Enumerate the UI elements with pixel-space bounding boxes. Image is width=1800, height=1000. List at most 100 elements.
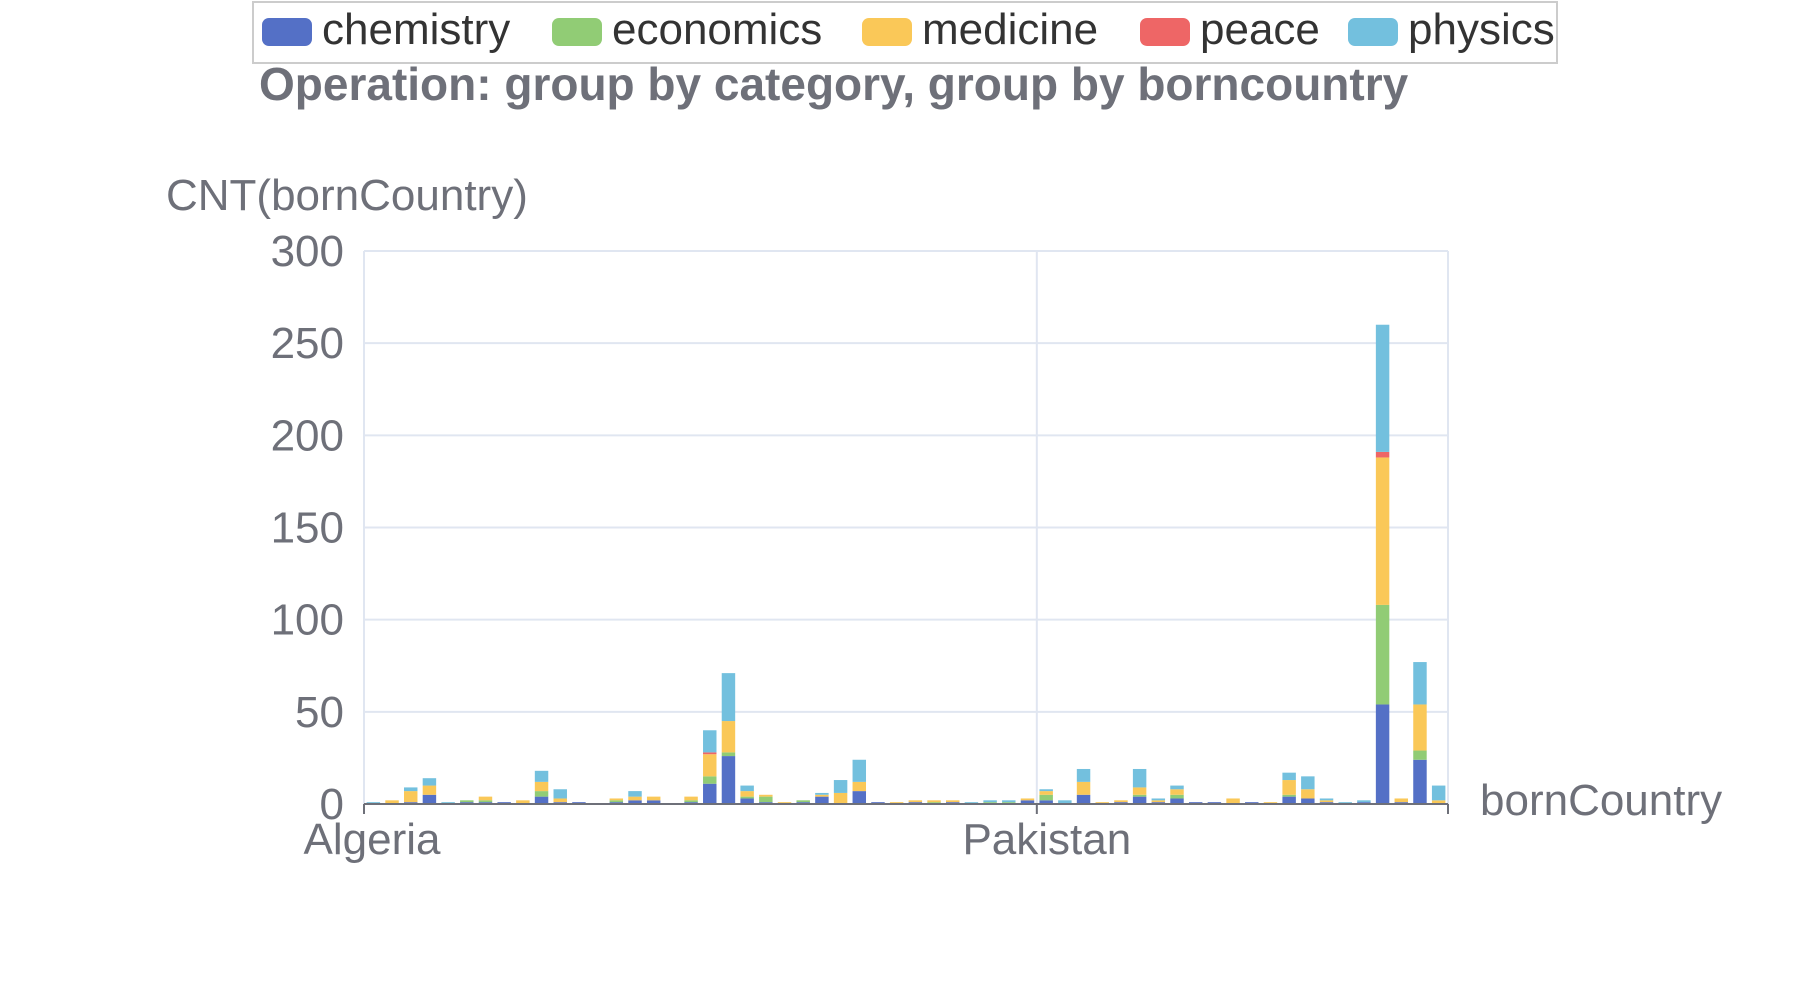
- bar-segment-medicine: [1375, 457, 1390, 605]
- bar-segment-medicine: [553, 798, 567, 803]
- bar-segment-medicine: [1039, 791, 1053, 795]
- bar-segment-economics: [478, 800, 493, 803]
- bar-segment-chemistry: [534, 796, 549, 804]
- bar-segment-medicine: [1170, 789, 1184, 795]
- bar-segment-economics: [1170, 794, 1184, 799]
- bar-segment-medicine: [852, 781, 867, 792]
- bar-segment-medicine: [684, 796, 698, 801]
- bar-segment-chemistry: [1132, 796, 1147, 804]
- y-tick-label: 0: [320, 780, 344, 829]
- legend-label-physics[interactable]: physics: [1408, 5, 1555, 54]
- bar-segment-physics: [1058, 800, 1072, 804]
- bar-segment-medicine: [628, 796, 642, 801]
- legend-swatch-chemistry[interactable]: [262, 18, 312, 46]
- bar-segment-chemistry: [1039, 800, 1053, 804]
- x-tick-label: Pakistan: [962, 815, 1131, 864]
- bar-segment-medicine: [609, 798, 624, 801]
- bar-segment-physics: [534, 770, 549, 782]
- bar-segment-physics: [1413, 662, 1427, 705]
- bar-segment-physics: [422, 778, 437, 786]
- bar-segment-physics: [1431, 785, 1446, 801]
- grid-lines: [363, 250, 1449, 804]
- bar-segment-economics: [1039, 794, 1053, 801]
- bar-segment-economics: [1375, 604, 1390, 705]
- bar-segment-physics: [404, 787, 418, 792]
- bar-segment-physics: [1076, 768, 1091, 782]
- bar-segment-physics: [628, 791, 642, 797]
- bar-segment-peace: [703, 752, 717, 755]
- legend-label-chemistry[interactable]: chemistry: [322, 5, 510, 54]
- bar-segment-physics: [1170, 785, 1184, 790]
- bar-segment-physics: [740, 785, 754, 792]
- bar-segment-medicine: [908, 800, 923, 803]
- bar-segment-chemistry: [422, 794, 437, 804]
- bar-segment-medicine: [1413, 704, 1427, 751]
- bar-segment-physics: [852, 759, 867, 782]
- chart-title: Operation: group by category, group by b…: [259, 58, 1409, 110]
- bar-segment-medicine: [759, 794, 773, 797]
- legend-swatch-medicine[interactable]: [862, 18, 912, 46]
- bar-segment-chemistry: [1076, 794, 1091, 804]
- bar-segment-physics: [1039, 789, 1053, 792]
- bar-segment-medicine: [1394, 798, 1409, 803]
- bar-segment-medicine: [646, 796, 661, 801]
- bar-segment-medicine: [478, 796, 493, 801]
- bar-segment-physics: [1375, 324, 1390, 452]
- bar-segment-medicine: [516, 800, 530, 804]
- bar-segment-economics: [721, 752, 736, 757]
- bar-segment-medicine: [404, 791, 418, 803]
- legend-swatch-peace[interactable]: [1140, 18, 1190, 46]
- bar-segment-medicine: [1301, 789, 1315, 799]
- bar-segment-economics: [740, 796, 754, 799]
- bar-segment-chemistry: [646, 800, 661, 804]
- legend-label-economics[interactable]: economics: [612, 5, 822, 54]
- bar-segment-medicine: [815, 794, 829, 797]
- bar-segment-chemistry: [740, 798, 754, 804]
- bar-segment-medicine: [1132, 787, 1147, 795]
- bar-segment-medicine: [927, 800, 941, 803]
- legend-swatch-economics[interactable]: [552, 18, 602, 46]
- bar-segment-physics: [1002, 800, 1016, 803]
- bar-segment-physics: [1301, 776, 1315, 790]
- bar-segment-economics: [1413, 750, 1427, 760]
- bar-segment-medicine: [1226, 798, 1240, 804]
- x-axis: Algeria Pakistan: [304, 803, 1449, 864]
- bar-segment-medicine: [721, 721, 736, 753]
- bar-segment-economics: [684, 800, 698, 803]
- bar-segment-medicine: [422, 785, 437, 795]
- bar-segment-physics: [1132, 768, 1147, 788]
- bar-segment-economics: [1132, 794, 1147, 797]
- y-tick-label: 250: [271, 319, 344, 368]
- bar-segment-medicine: [1151, 800, 1166, 803]
- x-axis-title: bornCountry: [1480, 776, 1722, 825]
- y-tick-label: 200: [271, 411, 344, 460]
- legend-swatch-physics[interactable]: [1348, 18, 1398, 46]
- y-tick-labels: 0 50 100 150 200 250 300: [271, 227, 344, 829]
- bar-segment-physics: [1282, 772, 1296, 781]
- bar-segment-chemistry: [628, 800, 642, 804]
- legend-label-peace[interactable]: peace: [1200, 5, 1320, 54]
- bar-segment-physics: [1319, 798, 1334, 801]
- bar-segment-medicine: [1282, 780, 1296, 795]
- bar-segment-chemistry: [1301, 798, 1315, 804]
- bar-segment-medicine: [1114, 800, 1128, 803]
- bar-segment-economics: [759, 796, 773, 803]
- bar-segment-physics: [553, 789, 567, 799]
- bar-segment-physics: [815, 792, 829, 795]
- bar-segment-physics: [721, 673, 736, 722]
- y-tick-label: 150: [271, 504, 344, 553]
- legend-label-medicine[interactable]: medicine: [922, 5, 1098, 54]
- bar-segment-medicine: [740, 791, 754, 797]
- bar-segment-medicine: [703, 754, 717, 777]
- bar-segment-medicine: [385, 800, 399, 804]
- bar-segment-chemistry: [1282, 796, 1296, 804]
- bar-segment-chemistry: [1020, 800, 1035, 804]
- bar-segment-economics: [796, 800, 810, 803]
- bar-segment-peace: [1375, 451, 1390, 458]
- bar-segment-physics: [1151, 798, 1166, 801]
- bar-segment-medicine: [946, 800, 960, 803]
- bar-segment-medicine: [1431, 800, 1446, 804]
- bar-segment-chemistry: [1413, 759, 1427, 804]
- bar-segment-medicine: [1319, 800, 1334, 803]
